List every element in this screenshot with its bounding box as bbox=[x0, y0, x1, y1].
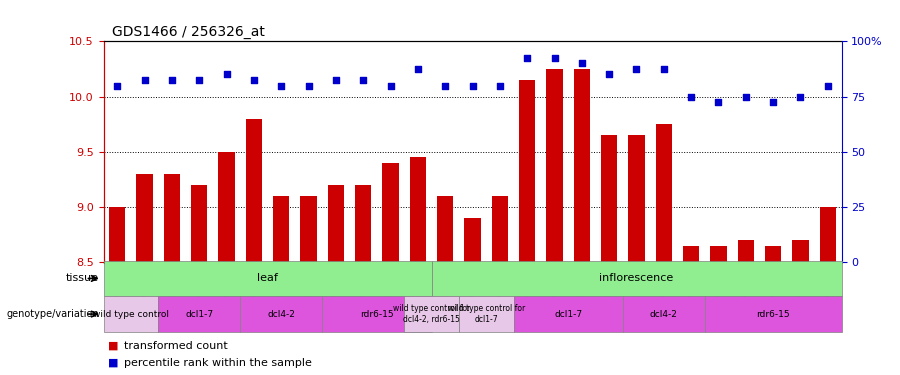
Text: dcl4-2: dcl4-2 bbox=[650, 310, 678, 319]
Text: transformed count: transformed count bbox=[124, 340, 228, 351]
Point bbox=[657, 66, 671, 72]
Bar bbox=[301, 196, 317, 262]
Bar bbox=[710, 246, 726, 262]
Bar bbox=[464, 218, 481, 262]
Point bbox=[574, 60, 589, 66]
Point bbox=[410, 66, 425, 72]
Bar bbox=[273, 196, 290, 262]
Bar bbox=[382, 163, 399, 262]
Bar bbox=[410, 158, 426, 262]
Point bbox=[684, 93, 698, 99]
Text: rdr6-15: rdr6-15 bbox=[756, 310, 790, 319]
Text: dcl1-7: dcl1-7 bbox=[185, 310, 213, 319]
Point bbox=[356, 77, 371, 83]
Text: ■: ■ bbox=[108, 357, 122, 368]
Bar bbox=[683, 246, 699, 262]
Point bbox=[629, 66, 643, 72]
Bar bbox=[765, 246, 781, 262]
Bar bbox=[136, 174, 153, 262]
Bar bbox=[573, 69, 590, 262]
Text: ■: ■ bbox=[108, 340, 122, 351]
Bar bbox=[655, 124, 672, 262]
Point bbox=[739, 93, 753, 99]
Point bbox=[793, 93, 807, 99]
Text: leaf: leaf bbox=[257, 273, 278, 284]
Bar bbox=[355, 185, 372, 262]
Point bbox=[328, 77, 343, 83]
Bar bbox=[792, 240, 809, 262]
Point bbox=[110, 82, 124, 88]
Bar bbox=[191, 185, 207, 262]
Point bbox=[220, 72, 234, 78]
Point bbox=[465, 82, 480, 88]
Point bbox=[766, 99, 780, 105]
Bar bbox=[601, 135, 617, 262]
Bar bbox=[109, 207, 125, 262]
Point bbox=[711, 99, 725, 105]
Bar bbox=[820, 207, 836, 262]
Bar bbox=[246, 118, 262, 262]
Point bbox=[492, 82, 507, 88]
Bar bbox=[437, 196, 454, 262]
Text: dcl4-2: dcl4-2 bbox=[267, 310, 295, 319]
Text: wild type control: wild type control bbox=[93, 310, 169, 319]
Point bbox=[302, 82, 316, 88]
Point bbox=[247, 77, 261, 83]
Text: genotype/variation: genotype/variation bbox=[6, 309, 99, 319]
Point bbox=[138, 77, 152, 83]
Point bbox=[602, 72, 616, 78]
Bar bbox=[219, 152, 235, 262]
Point bbox=[438, 82, 453, 88]
Bar bbox=[519, 80, 536, 262]
Text: wild type control for
dcl4-2, rdr6-15: wild type control for dcl4-2, rdr6-15 bbox=[393, 304, 470, 324]
Point bbox=[165, 77, 179, 83]
Point bbox=[547, 55, 562, 61]
Text: wild type control for
dcl1-7: wild type control for dcl1-7 bbox=[447, 304, 525, 324]
Point bbox=[274, 82, 288, 88]
Point bbox=[192, 77, 206, 83]
Bar bbox=[328, 185, 344, 262]
Bar bbox=[164, 174, 180, 262]
Point bbox=[520, 55, 535, 61]
Text: rdr6-15: rdr6-15 bbox=[360, 310, 393, 319]
Text: tissue: tissue bbox=[66, 273, 99, 284]
Text: percentile rank within the sample: percentile rank within the sample bbox=[124, 357, 312, 368]
Point bbox=[383, 82, 398, 88]
Bar bbox=[491, 196, 508, 262]
Text: inflorescence: inflorescence bbox=[599, 273, 673, 284]
Text: dcl1-7: dcl1-7 bbox=[554, 310, 582, 319]
Bar bbox=[628, 135, 644, 262]
Bar bbox=[546, 69, 562, 262]
Text: GDS1466 / 256326_at: GDS1466 / 256326_at bbox=[112, 26, 266, 39]
Point bbox=[821, 82, 835, 88]
Bar bbox=[738, 240, 754, 262]
